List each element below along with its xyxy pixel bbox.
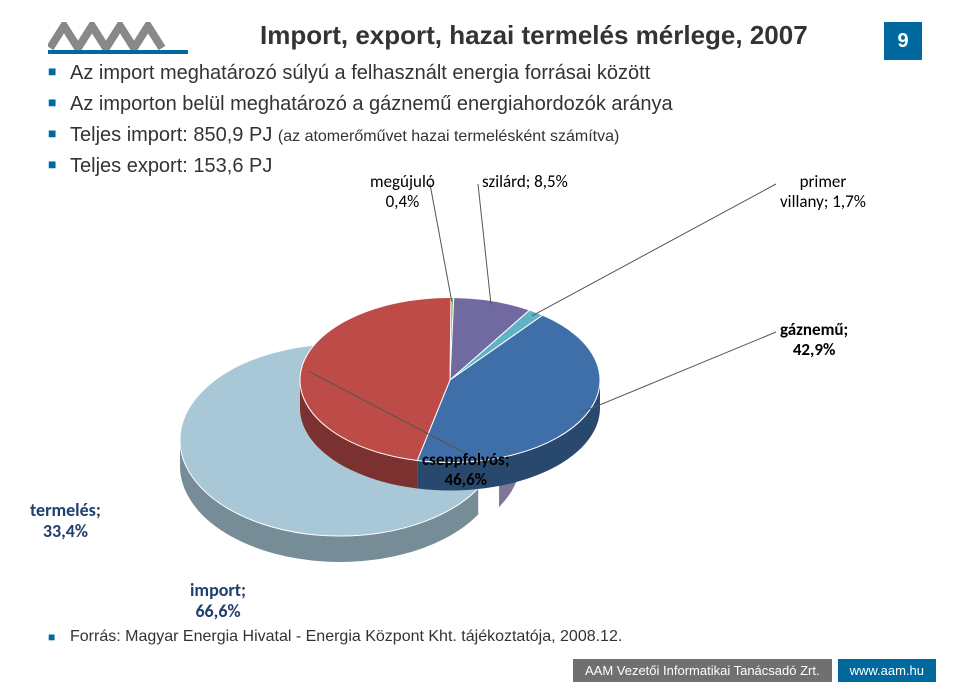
chart-label: megújuló 0,4%	[370, 172, 435, 211]
source-citation: Forrás: Magyar Energia Hivatal - Energia…	[48, 628, 622, 646]
source-text: Forrás: Magyar Energia Hivatal - Energia…	[48, 628, 622, 646]
footer-company: AAM Vezetői Informatikai Tanácsadó Zrt.	[573, 659, 832, 682]
page-number: 9	[884, 22, 922, 60]
bullet-2: Az importon belül meghatározó a gáznemű …	[48, 91, 868, 118]
bullet-3-sub: (az atomerőművet hazai termelésként szám…	[278, 128, 619, 145]
pie-chart	[40, 180, 920, 610]
chart-label: primer villany; 1,7%	[780, 172, 866, 211]
logo	[48, 22, 188, 54]
chart-label: gáznemű; 42,9%	[780, 320, 848, 359]
footer-url: www.aam.hu	[838, 659, 936, 682]
chart-label: termelés; 33,4%	[30, 500, 101, 541]
chart-label: szilárd; 8,5%	[482, 172, 568, 192]
bullet-list: Az import meghatározó súlyú a felhasznál…	[48, 60, 868, 184]
footer: AAM Vezetői Informatikai Tanácsadó Zrt. …	[573, 659, 936, 682]
bullet-3: Teljes import: 850,9 PJ (az atomerőművet…	[48, 122, 868, 149]
chart-area: termelés; 33,4%import; 66,6%megújuló 0,4…	[40, 180, 920, 610]
chart-label: import; 66,6%	[190, 580, 246, 621]
bullet-1: Az import meghatározó súlyú a felhasznál…	[48, 60, 868, 87]
chart-label: cseppfolyós; 46,6%	[422, 450, 510, 489]
bullet-3-text: Teljes import: 850,9 PJ	[70, 124, 272, 146]
page-title: Import, export, hazai termelés mérlege, …	[260, 20, 808, 51]
bullet-4: Teljes export: 153,6 PJ	[48, 153, 868, 180]
